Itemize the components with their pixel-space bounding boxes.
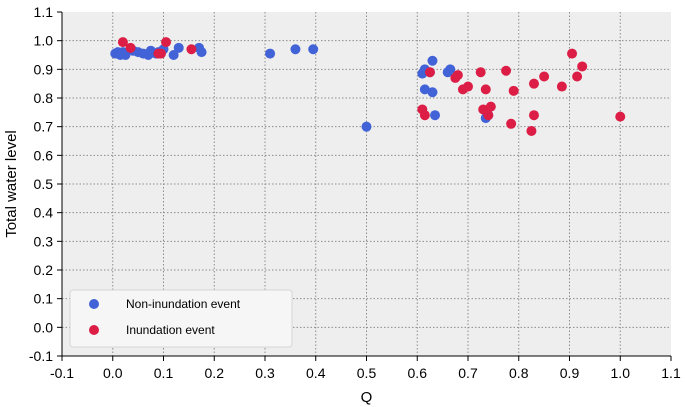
inundation-point xyxy=(572,71,583,82)
legend-label-non-inundation: Non-inundation event xyxy=(126,297,241,311)
inundation-point xyxy=(483,110,494,121)
x-tick-label: -0.1 xyxy=(50,365,74,381)
y-tick-label: 0.4 xyxy=(34,205,54,221)
x-tick-label: 0.7 xyxy=(458,365,478,381)
y-tick-label: 0.7 xyxy=(34,119,54,135)
x-tick-label: 1.1 xyxy=(661,365,681,381)
inundation-point xyxy=(155,48,166,59)
inundation-point xyxy=(125,42,136,53)
x-tick-label: 0.1 xyxy=(154,365,174,381)
inundation-point xyxy=(485,101,496,112)
x-tick-label: 0.2 xyxy=(205,365,225,381)
inundation-point xyxy=(528,78,539,89)
inundation-point xyxy=(506,118,517,129)
x-tick-label: 0.9 xyxy=(560,365,580,381)
inundation-point xyxy=(463,81,473,92)
legend-label-inundation: Inundation event xyxy=(126,323,215,337)
inundation-point xyxy=(117,37,128,48)
inundation-point xyxy=(419,110,430,121)
inundation-point xyxy=(615,111,626,122)
inundation-point xyxy=(452,70,463,81)
y-axis-label: Total water level xyxy=(3,130,20,238)
x-tick-label: 0.6 xyxy=(408,365,428,381)
x-tick-label: 1.0 xyxy=(611,365,631,381)
y-tick-label: 1.0 xyxy=(34,33,54,49)
non-inundation-point xyxy=(168,50,179,60)
inundation-point xyxy=(501,65,512,76)
tick-labels: -0.1 0.0 0.1 0.2 0.3 0.4 0.5 0.6 0.7 0.8 0.9 1.0 1.1… xyxy=(29,4,681,381)
x-tick-label: 0.5 xyxy=(357,365,377,381)
y-tick-label: 0.0 xyxy=(34,319,54,335)
y-tick-label: 0.8 xyxy=(34,90,54,106)
non-inundation-point xyxy=(308,44,319,55)
inundation-point xyxy=(577,61,588,72)
non-inundation-point xyxy=(120,50,131,60)
legend-marker-non-inundation xyxy=(89,299,99,309)
inundation-point xyxy=(526,125,537,136)
x-axis-label: Q xyxy=(361,389,373,406)
non-inundation-point xyxy=(427,55,438,66)
inundation-point xyxy=(539,71,550,82)
inundation-point xyxy=(424,67,435,78)
inundation-point xyxy=(567,48,578,59)
legend-box xyxy=(69,289,293,348)
y-tick-label: 0.5 xyxy=(34,176,54,192)
x-tick-label: 0.0 xyxy=(103,365,123,381)
inundation-point xyxy=(528,110,539,121)
y-tick-label: 0.9 xyxy=(34,61,54,77)
y-tick-label: -0.1 xyxy=(29,348,53,364)
y-tick-label: 0.6 xyxy=(34,147,54,163)
non-inundation-point xyxy=(430,110,441,121)
inundation-point xyxy=(480,84,491,95)
non-inundation-point xyxy=(290,44,301,55)
non-inundation-point xyxy=(196,47,207,58)
data-points xyxy=(110,37,626,136)
non-inundation-point xyxy=(427,87,438,98)
inundation-point xyxy=(508,85,519,96)
non-inundation-point xyxy=(173,42,184,53)
non-inundation-point xyxy=(265,48,276,59)
non-inundation-point xyxy=(419,84,430,95)
y-tick-label: 0.1 xyxy=(34,291,54,307)
legend: Non-inundation event Inundation event xyxy=(69,289,293,348)
legend-marker-inundation xyxy=(89,325,99,335)
y-tick-label: 0.3 xyxy=(34,233,54,249)
x-tick-label: 0.8 xyxy=(509,365,529,381)
y-tick-label: 0.2 xyxy=(34,262,54,278)
grid-lines xyxy=(62,12,671,356)
inundation-point xyxy=(556,81,567,92)
non-inundation-point xyxy=(361,121,372,132)
axes xyxy=(57,11,672,361)
inundation-point xyxy=(161,37,172,48)
inundation-point xyxy=(186,44,197,55)
x-tick-label: 0.4 xyxy=(306,365,326,381)
x-tick-label: 0.3 xyxy=(255,365,275,381)
y-tick-label: 1.1 xyxy=(34,4,54,20)
inundation-point xyxy=(475,67,486,78)
non-inundation-point xyxy=(445,64,456,75)
